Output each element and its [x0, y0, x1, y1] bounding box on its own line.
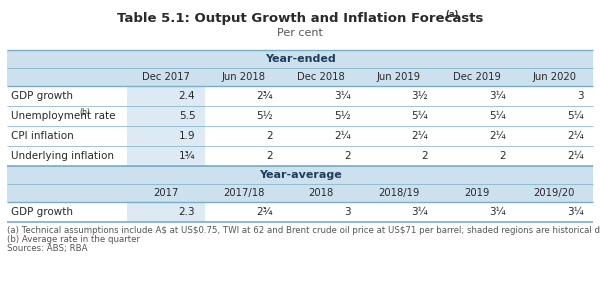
Text: 2¼: 2¼ — [567, 151, 584, 161]
Text: 3¼: 3¼ — [334, 91, 350, 101]
Bar — [127, 146, 205, 166]
Bar — [127, 86, 205, 106]
Text: (a) Technical assumptions include A$ at US$0.75, TWI at 62 and Brent crude oil p: (a) Technical assumptions include A$ at … — [7, 226, 600, 235]
Text: 2: 2 — [422, 151, 428, 161]
Text: Table 5.1: Output Growth and Inflation Forecasts: Table 5.1: Output Growth and Inflation F… — [117, 12, 483, 25]
Bar — [7, 50, 593, 68]
Text: Unemployment rate: Unemployment rate — [11, 111, 115, 121]
Text: 5¼: 5¼ — [412, 111, 428, 121]
Text: 2¾: 2¾ — [256, 91, 273, 101]
Text: 2: 2 — [344, 151, 350, 161]
Text: 3: 3 — [577, 91, 584, 101]
Bar — [7, 126, 593, 146]
Text: 2.3: 2.3 — [179, 207, 196, 217]
Text: Underlying inflation: Underlying inflation — [11, 151, 114, 161]
Text: 5¼: 5¼ — [567, 111, 584, 121]
Text: Jun 2019: Jun 2019 — [377, 72, 421, 82]
Text: Year-ended: Year-ended — [265, 54, 335, 64]
Text: 1.9: 1.9 — [179, 131, 196, 141]
Text: 2018: 2018 — [308, 188, 334, 198]
Text: 2018/19: 2018/19 — [378, 188, 419, 198]
Text: 2¼: 2¼ — [334, 131, 350, 141]
Text: 5.5: 5.5 — [179, 111, 196, 121]
Text: 2.4: 2.4 — [179, 91, 196, 101]
Text: Sources: ABS; RBA: Sources: ABS; RBA — [7, 244, 88, 253]
Bar — [7, 86, 593, 106]
Text: 2¼: 2¼ — [567, 131, 584, 141]
Text: 3¼: 3¼ — [489, 207, 506, 217]
Text: Dec 2018: Dec 2018 — [297, 72, 345, 82]
Text: 2019/20: 2019/20 — [533, 188, 575, 198]
Text: 2: 2 — [499, 151, 506, 161]
Bar — [7, 202, 593, 222]
Text: 5¼: 5¼ — [489, 111, 506, 121]
Text: 2017: 2017 — [153, 188, 179, 198]
Text: 3¼: 3¼ — [412, 207, 428, 217]
Text: 2: 2 — [266, 151, 273, 161]
Bar — [7, 146, 593, 166]
Text: 2¾: 2¾ — [256, 207, 273, 217]
Text: Dec 2019: Dec 2019 — [452, 72, 500, 82]
Text: 5½: 5½ — [334, 111, 350, 121]
Bar — [7, 68, 593, 86]
Text: Per cent: Per cent — [277, 28, 323, 38]
Text: (a): (a) — [445, 10, 458, 19]
Text: 2: 2 — [266, 131, 273, 141]
Bar — [127, 126, 205, 146]
Text: Jun 2020: Jun 2020 — [532, 72, 576, 82]
Text: (b) Average rate in the quarter: (b) Average rate in the quarter — [7, 235, 140, 244]
Text: Year-average: Year-average — [259, 170, 341, 180]
Text: 3¼: 3¼ — [567, 207, 584, 217]
Text: Jun 2018: Jun 2018 — [221, 72, 265, 82]
Text: 2019: 2019 — [464, 188, 489, 198]
Bar — [127, 106, 205, 126]
Text: 3¼: 3¼ — [489, 91, 506, 101]
Bar — [7, 184, 593, 202]
Bar — [7, 166, 593, 184]
Text: 3½: 3½ — [412, 91, 428, 101]
Text: GDP growth: GDP growth — [11, 91, 73, 101]
Text: 2017/18: 2017/18 — [223, 188, 264, 198]
Text: GDP growth: GDP growth — [11, 207, 73, 217]
Bar — [127, 202, 205, 222]
Text: 3: 3 — [344, 207, 350, 217]
Text: (b): (b) — [80, 107, 91, 117]
Text: 5½: 5½ — [256, 111, 273, 121]
Text: Dec 2017: Dec 2017 — [142, 72, 190, 82]
Text: 2¼: 2¼ — [412, 131, 428, 141]
Text: CPI inflation: CPI inflation — [11, 131, 74, 141]
Text: 2¼: 2¼ — [489, 131, 506, 141]
Text: 1¾: 1¾ — [179, 151, 196, 161]
Bar — [7, 106, 593, 126]
